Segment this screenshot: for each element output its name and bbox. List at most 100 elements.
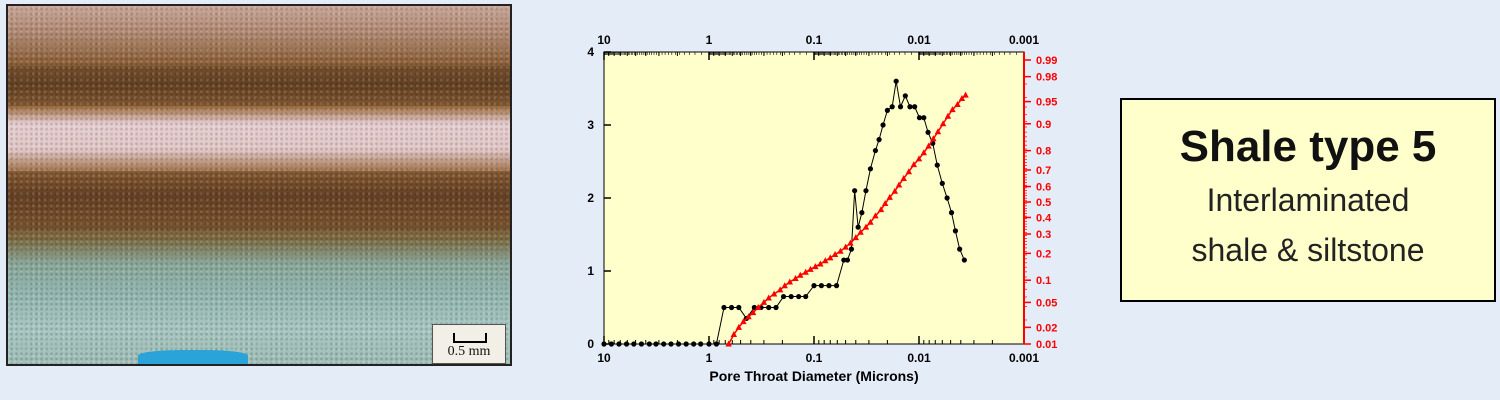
x-top-tick-label: 0.001 <box>1009 33 1039 47</box>
data-point-black <box>811 283 817 289</box>
data-point-red <box>725 340 732 347</box>
x-tick-label: 0.1 <box>806 351 823 365</box>
y-right-tick-label: 0.99 <box>1036 55 1057 67</box>
data-point-black <box>902 93 908 99</box>
data-point-red <box>852 234 859 241</box>
y-right-tick-label: 0.98 <box>1036 72 1057 84</box>
shale-description-line1: Interlaminated <box>1206 182 1410 218</box>
data-point-black <box>623 341 630 347</box>
data-point-black <box>855 224 861 230</box>
data-point-red <box>867 218 874 225</box>
x-axis-label: Pore Throat Diameter (Microns) <box>709 368 918 384</box>
data-point-red <box>872 212 879 219</box>
shale-type-title: Shale type 5 <box>1179 122 1437 171</box>
data-point-black <box>646 341 652 347</box>
data-point-black <box>884 107 890 113</box>
data-point-red <box>786 278 794 285</box>
data-point-black <box>691 341 697 347</box>
data-point-red <box>740 318 747 325</box>
data-point-black <box>616 341 622 347</box>
plot-area <box>603 51 1025 345</box>
data-point-red <box>817 260 824 267</box>
data-point-black <box>728 304 735 311</box>
data-point-black <box>661 341 667 347</box>
data-point-black <box>952 228 959 234</box>
data-point-black <box>780 293 787 300</box>
data-point-red <box>847 239 854 246</box>
data-point-red <box>905 168 913 175</box>
data-point-red <box>886 193 893 200</box>
data-point-red <box>915 155 923 162</box>
y-left-tick-label: 1 <box>587 264 594 278</box>
data-point-red <box>837 247 844 254</box>
data-point-black <box>948 210 955 216</box>
data-point-red <box>822 257 829 264</box>
data-point-black <box>957 246 963 252</box>
data-point-black <box>872 147 879 154</box>
data-point-red <box>900 174 907 181</box>
data-point-black <box>721 304 727 311</box>
data-point-red <box>842 243 849 250</box>
data-point-black <box>833 283 840 289</box>
data-point-red <box>857 228 864 235</box>
data-point-red <box>930 135 937 142</box>
data-point-red <box>765 294 772 301</box>
data-point-red <box>944 112 952 119</box>
data-point-red <box>827 254 834 261</box>
data-point-red <box>962 91 969 98</box>
y-right-tick-label: 0.4 <box>1036 212 1052 224</box>
scale-bar <box>453 333 487 343</box>
y-left-tick-label: 2 <box>587 191 594 205</box>
data-point-black <box>706 341 712 347</box>
data-point-red <box>770 290 778 297</box>
data-point-black <box>608 341 615 347</box>
data-point-black <box>683 341 689 347</box>
data-point-black <box>852 188 858 194</box>
shale-description-line2: shale & siltstone <box>1191 232 1425 268</box>
data-point-red <box>877 206 885 213</box>
x-tick-label: 1 <box>706 351 713 365</box>
scale-label: 0.5 mm <box>447 344 491 359</box>
data-point-red <box>949 106 956 113</box>
y-right-tick-label: 0.6 <box>1036 182 1051 194</box>
data-point-black <box>788 293 794 300</box>
data-point-red <box>925 142 932 149</box>
data-point-black <box>668 341 674 347</box>
data-point-black <box>601 341 607 347</box>
data-point-red <box>760 298 768 305</box>
data-point-red <box>895 181 903 188</box>
data-point-red <box>862 223 870 230</box>
x-tick-label: 0.001 <box>1009 351 1039 365</box>
data-point-black <box>653 341 659 347</box>
data-point-red <box>920 149 928 156</box>
data-point-black <box>944 195 950 201</box>
data-point-black <box>638 341 645 347</box>
data-point-red <box>776 286 784 293</box>
data-point-black <box>889 104 895 110</box>
y-right-tick-label: 0.9 <box>1036 119 1051 131</box>
y-right-tick-label: 0.1 <box>1036 275 1051 287</box>
data-point-black <box>713 341 720 347</box>
y-right-tick-label: 0.5 <box>1036 197 1051 209</box>
x-top-tick-label: 0.01 <box>907 33 931 47</box>
y-right-tick-label: 0.8 <box>1036 146 1051 158</box>
data-point-red <box>934 128 942 135</box>
data-point-red <box>881 200 889 207</box>
data-point-red <box>812 263 819 270</box>
data-point-black <box>880 122 886 128</box>
x-top-tick-label: 10 <box>597 33 611 47</box>
data-point-black <box>841 257 847 263</box>
data-point-black <box>897 104 904 110</box>
y-right-tick-label: 0.01 <box>1036 339 1057 351</box>
data-point-black <box>698 341 704 347</box>
data-point-black <box>826 283 832 289</box>
x-tick-label: 0.01 <box>907 351 931 365</box>
y-left-tick-label: 3 <box>587 118 594 132</box>
data-point-black <box>893 78 899 84</box>
data-point-black <box>961 257 967 263</box>
data-point-black <box>796 293 802 300</box>
data-point-red <box>797 271 804 278</box>
data-point-red <box>831 250 839 257</box>
y-right-tick-label: 0.2 <box>1036 248 1051 260</box>
data-point-red <box>745 313 752 320</box>
